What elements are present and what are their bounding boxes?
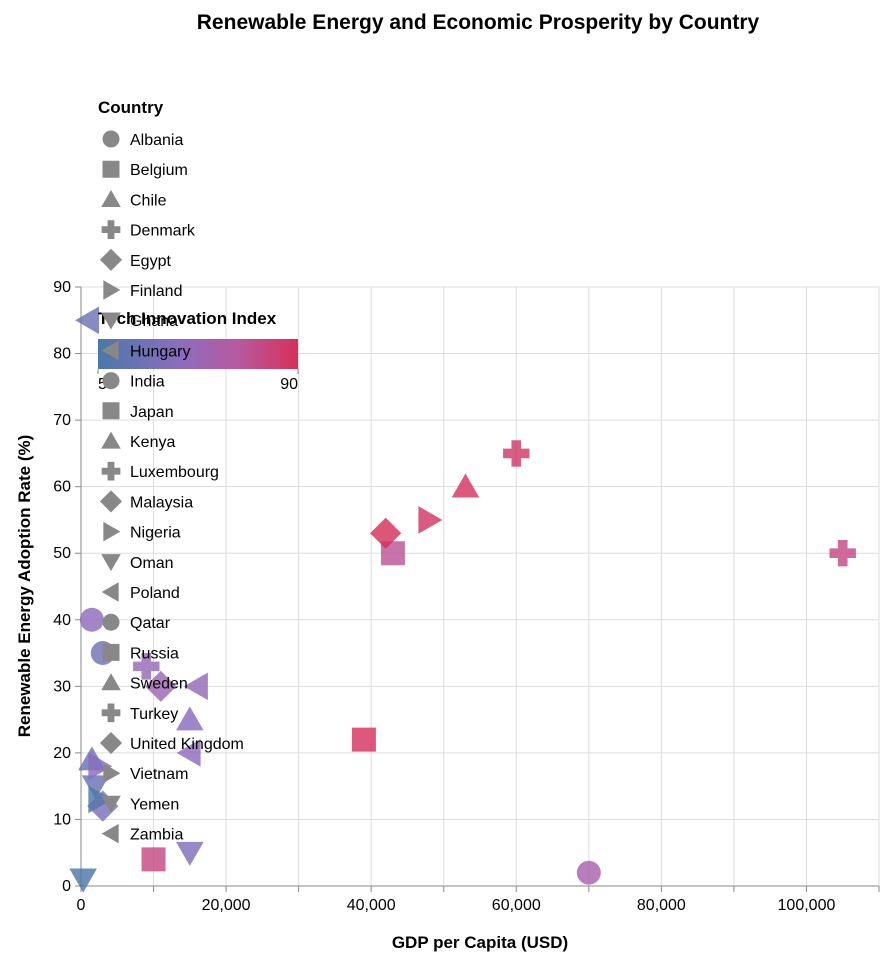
x-tick-label: 40,000 bbox=[347, 897, 396, 914]
legend-symbol-triangle-down bbox=[101, 554, 121, 572]
color-legend-bar bbox=[98, 339, 298, 369]
legend-symbol-triangle-right bbox=[103, 280, 121, 300]
legend-symbol-circle bbox=[102, 372, 120, 390]
color-legend: Tech Innovation Index 5 90 bbox=[97, 309, 299, 393]
legend-label: Japan bbox=[130, 404, 174, 421]
point-sweden bbox=[451, 473, 480, 498]
grid-lines bbox=[80, 286, 880, 887]
legend-label: Yemen bbox=[130, 796, 179, 813]
point-united-kingdom bbox=[370, 517, 402, 549]
legend-label: Finland bbox=[130, 283, 182, 300]
point-japan bbox=[351, 727, 376, 752]
legend-symbol-triangle-right bbox=[103, 521, 121, 542]
y-tick-label: 60 bbox=[53, 479, 71, 496]
x-tick-label: 60,000 bbox=[492, 897, 541, 914]
point-finland bbox=[418, 506, 443, 534]
point-yemen bbox=[69, 868, 97, 893]
legend-label: India bbox=[130, 374, 165, 391]
legend-label: Denmark bbox=[130, 223, 196, 240]
legend-symbol-square bbox=[102, 402, 120, 420]
legend-symbol-triangle-up bbox=[101, 190, 121, 208]
legend-symbol-diamond bbox=[99, 731, 123, 755]
axes: 0 20,000 40,000 60,000 80,000 100,000 0 10 20 30 4… bbox=[53, 279, 880, 914]
point-luxembourg bbox=[829, 540, 856, 567]
legend-label: Zambia bbox=[130, 827, 183, 844]
chart-title: Renewable Energy and Economic Prosperity… bbox=[197, 11, 760, 34]
y-tick-label: 50 bbox=[53, 545, 71, 562]
y-tick-label: 70 bbox=[53, 412, 71, 429]
y-tick-label: 0 bbox=[62, 878, 71, 895]
legend-symbol-triangle-up bbox=[101, 673, 121, 691]
x-tick-label: 100,000 bbox=[778, 897, 836, 914]
legend-symbol-cross bbox=[101, 461, 121, 481]
color-legend-min-label: 5 bbox=[98, 376, 107, 393]
shape-legend-title: Country bbox=[98, 98, 164, 117]
legend-label: Turkey bbox=[130, 706, 178, 723]
y-tick-label: 40 bbox=[53, 612, 71, 629]
legend-label: Nigeria bbox=[130, 525, 181, 542]
legend-symbol-triangle-left bbox=[101, 823, 119, 844]
point-egypt bbox=[87, 790, 119, 822]
legend-symbol-diamond bbox=[99, 248, 123, 271]
legend-label: Hungary bbox=[130, 343, 190, 360]
legend-label: Russia bbox=[130, 645, 179, 662]
legend-symbol-cross bbox=[101, 220, 121, 239]
shape-legend: Country Albania Belgium Chile Denmark Egypt F… bbox=[98, 98, 244, 844]
y-axis-title: Renewable Energy Adoption Rate (%) bbox=[15, 435, 34, 738]
legend-symbol-diamond bbox=[99, 490, 123, 513]
data-points bbox=[69, 306, 856, 893]
point-turkey bbox=[133, 653, 160, 680]
legend-symbol-triangle-left bbox=[101, 582, 119, 602]
y-tick-label: 30 bbox=[53, 678, 71, 695]
legend-label: Malaysia bbox=[130, 494, 193, 511]
x-tick-label: 0 bbox=[77, 897, 86, 914]
x-axis-title: GDP per Capita (USD) bbox=[392, 933, 568, 952]
color-legend-max-label: 90 bbox=[280, 376, 298, 393]
legend-symbol-cross bbox=[101, 703, 121, 723]
point-ghana bbox=[81, 775, 110, 800]
legend-label: Vietnam bbox=[130, 766, 188, 783]
legend-symbol-triangle-down bbox=[101, 795, 121, 813]
point-qatar bbox=[576, 860, 601, 885]
point-chile bbox=[176, 706, 204, 731]
legend-label: Qatar bbox=[130, 615, 171, 632]
legend-symbol-square bbox=[102, 643, 120, 661]
legend-label: Poland bbox=[130, 585, 180, 602]
point-hungary bbox=[75, 306, 100, 335]
point-denmark bbox=[503, 440, 530, 467]
y-tick-label: 10 bbox=[53, 811, 71, 828]
legend-symbol-circle bbox=[102, 613, 120, 631]
legend-label: Oman bbox=[130, 555, 174, 572]
legend-symbol-triangle-right bbox=[103, 763, 121, 783]
point-vietnam bbox=[88, 785, 113, 814]
x-tick-label: 20,000 bbox=[202, 897, 251, 914]
legend-label: Chile bbox=[130, 192, 167, 209]
legend-label: Luxembourg bbox=[130, 464, 219, 481]
point-nigeria bbox=[88, 752, 113, 780]
x-tick-label: 80,000 bbox=[637, 897, 686, 914]
legend-label: Sweden bbox=[130, 676, 188, 693]
legend-label: Ghana bbox=[130, 313, 178, 330]
point-albania bbox=[79, 607, 104, 632]
legend-label: Egypt bbox=[130, 253, 171, 270]
legend-label: Albania bbox=[130, 132, 183, 149]
point-poland bbox=[183, 672, 208, 701]
y-tick-label: 80 bbox=[53, 346, 71, 363]
point-oman bbox=[176, 841, 204, 866]
point-malaysia bbox=[145, 670, 177, 702]
legend-symbol-triangle-down bbox=[101, 312, 121, 330]
y-tick-label: 20 bbox=[53, 745, 71, 762]
legend-label: United Kingdom bbox=[130, 736, 244, 753]
legend-symbol-triangle-up bbox=[101, 431, 121, 449]
legend-label: Belgium bbox=[130, 162, 188, 179]
legend-symbol-circle bbox=[102, 130, 120, 148]
point-russia bbox=[141, 847, 166, 872]
point-zambia bbox=[176, 739, 201, 767]
legend-label: Kenya bbox=[130, 434, 175, 451]
legend-symbol-square bbox=[102, 160, 120, 178]
color-legend-title: Tech Innovation Index bbox=[98, 309, 277, 328]
y-tick-label: 90 bbox=[53, 279, 71, 296]
legend-symbol-triangle-left bbox=[101, 340, 119, 361]
